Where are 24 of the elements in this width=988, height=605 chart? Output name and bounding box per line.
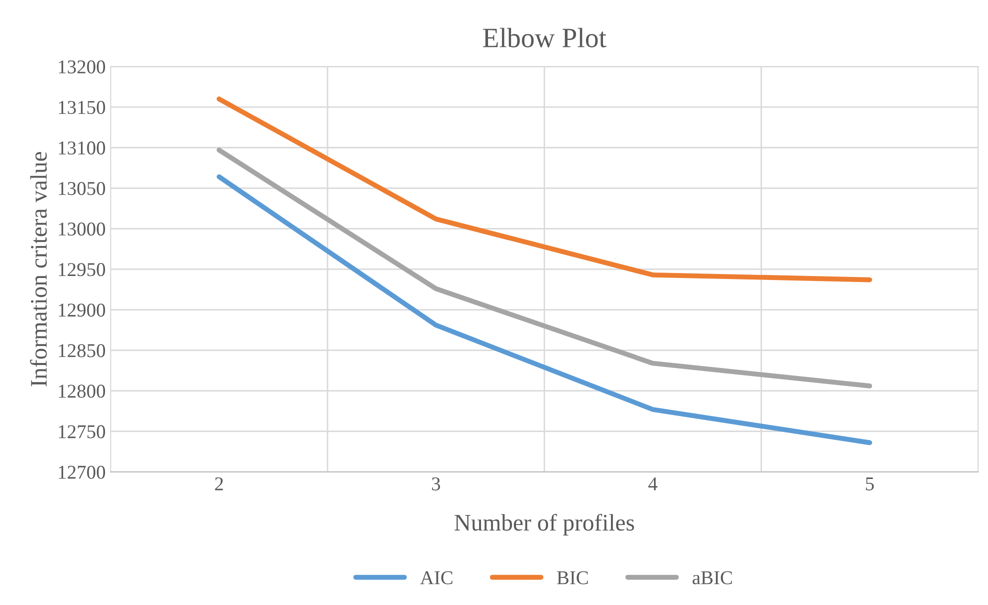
chart-title: Elbow Plot (483, 28, 606, 48)
line-series (216, 96, 872, 282)
y-axis-title: Information critera value (30, 152, 47, 386)
x-tick-label: 4 (648, 477, 658, 490)
line-series (216, 174, 872, 446)
x-tick-label: 3 (432, 477, 440, 490)
line-series (216, 148, 872, 388)
y-tick-label: 13100 (58, 141, 106, 155)
y-tick-label: 12850 (58, 344, 106, 358)
y-tick-label: 12800 (58, 384, 106, 398)
x-tick-label: 5 (866, 478, 874, 490)
y-tick-label: 13150 (58, 100, 106, 114)
y-tick-label: 13200 (58, 60, 106, 74)
y-tick-label: 12900 (58, 304, 106, 317)
y-tick-label: 12700 (58, 466, 106, 479)
x-tick-label: 2 (215, 477, 223, 490)
legend-label: AIC (420, 571, 452, 584)
y-tick-label: 12750 (58, 425, 106, 438)
y-tick-label: 12950 (58, 263, 106, 276)
y-tick-label: 13000 (58, 222, 106, 236)
y-tick-label: 13050 (58, 182, 106, 196)
legend-label: BIC (557, 571, 588, 584)
legend-label: aBIC (692, 571, 732, 584)
x-axis-title: Number of profiles (454, 514, 634, 536)
